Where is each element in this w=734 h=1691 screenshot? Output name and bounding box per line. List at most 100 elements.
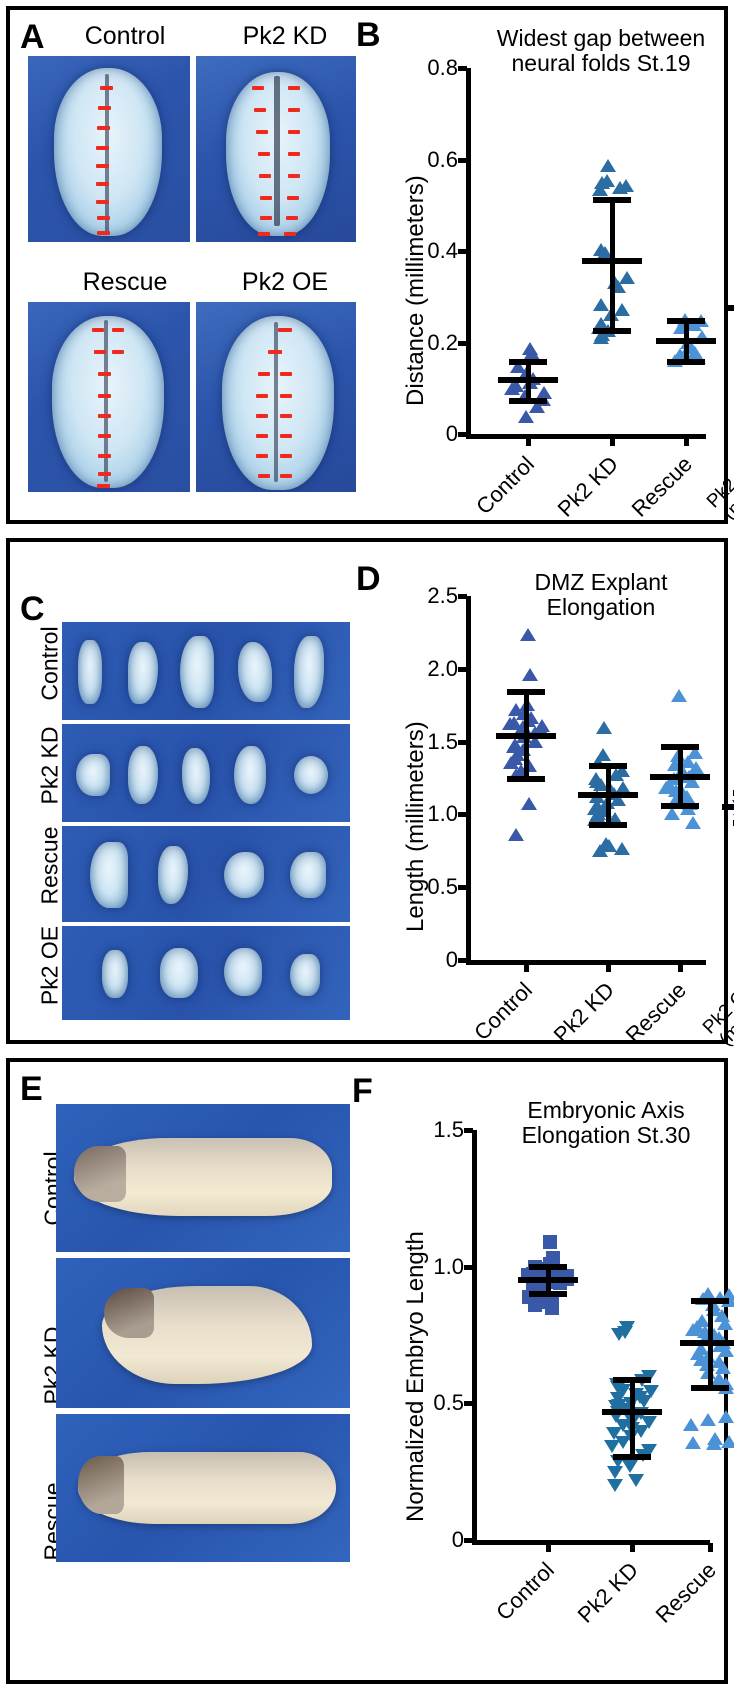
- red-tick: [252, 86, 264, 90]
- error-bar: [630, 1380, 635, 1457]
- data-point: [628, 1473, 645, 1487]
- red-tick: [268, 350, 282, 354]
- data-point: [613, 842, 630, 856]
- error-cap-upper: [691, 1297, 729, 1304]
- panelA-caption-control: Control: [84, 22, 166, 50]
- panelA-caption-pk2kd: Pk2 KD: [242, 22, 328, 50]
- x-tick-label: Control: [471, 451, 539, 519]
- y-axis-line: [466, 596, 471, 960]
- y-tick: [464, 1538, 473, 1543]
- data-point: [521, 797, 538, 811]
- x-tick-label: Pk2 KD: [553, 451, 623, 521]
- x-tick-label: Pk2 KD: [548, 977, 619, 1048]
- data-point: [664, 807, 681, 821]
- y-tick-label: 0: [445, 421, 458, 446]
- x-tick-label-line: Rescue: [650, 1557, 721, 1628]
- mean-bar: [680, 1340, 734, 1347]
- y-tick-label: 2.5: [427, 583, 458, 608]
- y-tick-label: 1.5: [427, 728, 458, 754]
- red-tick: [98, 394, 111, 398]
- data-point: [608, 768, 625, 782]
- data-point: [592, 183, 609, 197]
- data-point: [714, 1360, 731, 1374]
- x-tick: [678, 963, 683, 972]
- x-tick-label-line: Pk2 KD: [548, 977, 619, 1048]
- red-tick: [280, 372, 292, 376]
- error-cap-lower: [589, 821, 627, 828]
- panelC-row-pk2kd: [62, 724, 350, 822]
- data-point: [612, 180, 629, 194]
- y-tick: [458, 340, 467, 346]
- red-tick: [256, 130, 268, 134]
- panel-c-letter: C: [20, 590, 45, 628]
- data-point: [670, 689, 687, 703]
- panelE-image-control: [56, 1104, 350, 1252]
- error-cap-upper: [589, 763, 627, 770]
- data-point: [716, 1317, 733, 1331]
- panelC-label-pk2oe: Pk2 OE: [36, 925, 63, 1006]
- data-point: [595, 721, 612, 735]
- data-point: [720, 1434, 734, 1448]
- data-point: [682, 1418, 699, 1432]
- mean-bar: [498, 377, 558, 383]
- red-tick: [288, 108, 300, 112]
- y-tick-label: 0.2: [427, 329, 458, 355]
- y-tick: [458, 885, 467, 891]
- red-tick: [288, 86, 300, 90]
- x-tick-label-line: Control: [491, 1557, 559, 1626]
- red-tick: [260, 196, 272, 200]
- y-tick: [458, 958, 467, 963]
- red-tick: [280, 454, 292, 458]
- red-tick: [97, 484, 110, 488]
- y-tick-label: 2.0: [427, 655, 458, 681]
- data-point: [502, 717, 518, 731]
- chart-title-line: Elongation: [546, 594, 656, 620]
- chart-panel-d: DMZ Explant Elongation Length (millimeters…: [380, 560, 734, 1050]
- data-point: [599, 159, 616, 173]
- x-tick-label-line: Pk2 KD: [572, 1557, 643, 1628]
- data-point: [718, 1410, 734, 1423]
- data-point: [607, 811, 624, 825]
- x-axis-line: [472, 1540, 710, 1545]
- x-tick-label-line: Control: [469, 977, 537, 1046]
- error-cap-lower: [691, 1385, 729, 1392]
- y-tick: [458, 739, 467, 745]
- y-tick-label: 0: [451, 1527, 464, 1552]
- panel-b-letter: B: [356, 16, 381, 54]
- x-axis-line: [466, 434, 706, 439]
- red-tick: [256, 454, 268, 458]
- error-cap-lower: [507, 776, 545, 783]
- error-cap-lower: [509, 397, 547, 404]
- red-tick: [92, 328, 104, 332]
- chart-panel-f: Embryonic Axis Elongation St.30 Normalized…: [376, 1072, 734, 1680]
- red-tick: [278, 328, 292, 332]
- panelC-row-rescue: [62, 826, 350, 922]
- mean-bar: [578, 792, 638, 799]
- x-tick: [610, 437, 615, 446]
- x-tick-label: Rescue: [650, 1557, 721, 1628]
- error-cap-lower: [529, 1291, 567, 1297]
- y-tick: [458, 594, 467, 599]
- data-point: [636, 1394, 653, 1408]
- x-tick: [630, 1543, 635, 1552]
- y-tick: [458, 812, 467, 818]
- red-tick: [287, 196, 299, 200]
- red-tick: [98, 372, 111, 376]
- x-tick: [524, 963, 529, 972]
- red-tick: [94, 350, 106, 354]
- panel-f-letter: F: [352, 1072, 373, 1110]
- data-point: [700, 1412, 717, 1426]
- x-tick: [546, 1543, 551, 1552]
- panelC-row-pk2oe: [62, 926, 350, 1020]
- chart-title: Widest gap between neural folds St.19: [484, 26, 718, 76]
- data-point: [621, 1460, 638, 1474]
- x-tick-label: Pk2 OE(mRNAOnly): [703, 451, 734, 541]
- panelA-image-rescue: [28, 302, 190, 492]
- x-tick-label-line: Rescue: [620, 977, 691, 1048]
- red-tick: [280, 474, 292, 478]
- y-tick: [458, 432, 467, 437]
- y-tick: [458, 157, 467, 163]
- red-tick: [96, 200, 109, 204]
- red-tick: [288, 174, 300, 178]
- y-tick-label: 0.5: [433, 1390, 464, 1416]
